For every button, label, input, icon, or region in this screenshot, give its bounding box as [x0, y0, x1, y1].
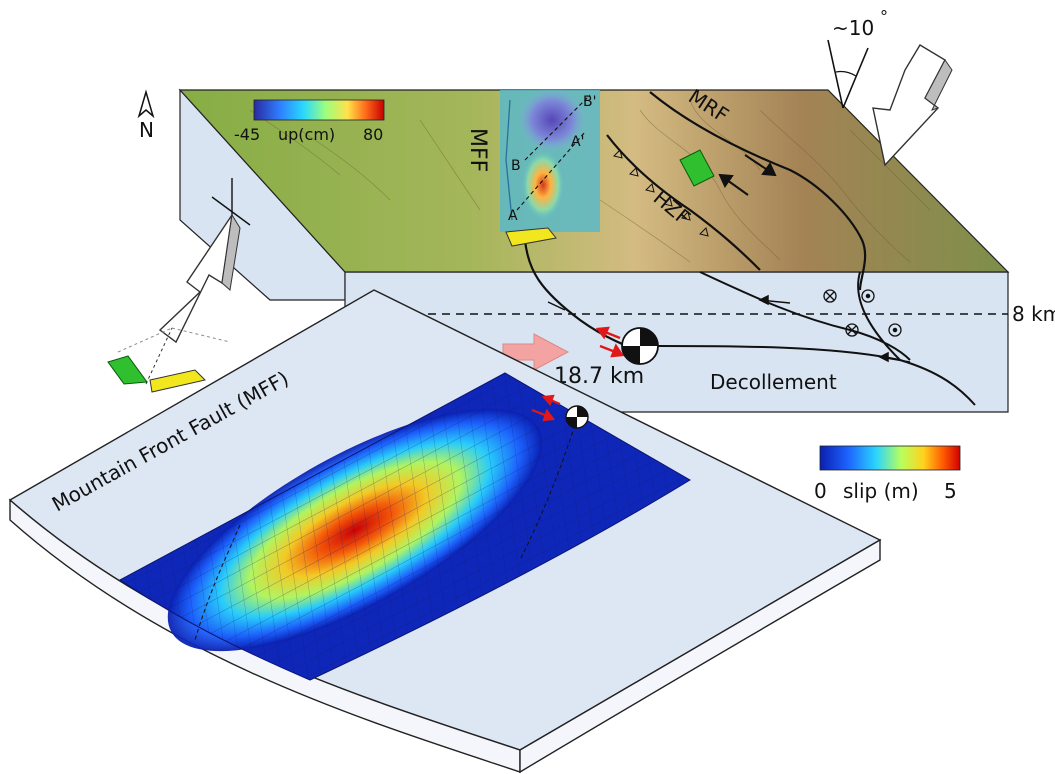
strike-slip-arrows [718, 154, 777, 196]
insar-uplift [521, 149, 565, 221]
slip-patch-outline [119, 372, 691, 681]
yellow-arrow-top [505, 227, 557, 247]
convergence-arrow-east-shadow [924, 59, 953, 111]
fault-plane: Mountain Front Fault (MFF) [8, 289, 882, 774]
green-vector-arrow [107, 355, 148, 385]
angle-label: ~10 [832, 16, 874, 40]
mrf-trace [649, 91, 867, 291]
ramp-trace [699, 271, 911, 361]
profile-b-label: B [511, 158, 521, 174]
profile-a-prime-label: A' [571, 134, 584, 150]
angle-degree-mark: ° [880, 7, 888, 26]
slip-grid [120, 373, 690, 680]
slip-colorbar-min: 0 [814, 479, 827, 503]
section-motion-arrows [547, 294, 911, 363]
insar-fault-trace [505, 99, 513, 221]
out-of-plane-symbols [823, 289, 902, 337]
uplift-colorbar-max: 80 [363, 125, 383, 144]
into-page-symbol-1 [823, 289, 837, 303]
convergence-arrow-west [107, 178, 251, 393]
decollement-label: Decollement [710, 370, 837, 394]
slip-colorbar-ramp [819, 445, 961, 471]
hzf-trace [606, 134, 761, 271]
hypocenter-depth-label: 18.7 km [554, 364, 644, 389]
uplift-colorbar-min: -45 [234, 125, 260, 144]
slip-colorbar: 0 slip (m) 5 [814, 445, 961, 503]
north-arrow: N [137, 89, 155, 142]
slip-colorbar-max: 5 [944, 479, 957, 503]
hypocenter-beachball [621, 327, 659, 365]
uplift-colorbar-unit: up(cm) [278, 125, 335, 144]
profile-b-line [524, 94, 591, 161]
uplift-colorbar: -45 up(cm) 80 [234, 99, 385, 144]
plane-slip-arrows [531, 394, 561, 422]
fault-trace-on-plane [519, 424, 576, 561]
angle-indicator: ~10 ° [827, 7, 888, 109]
decollement-trace [639, 344, 976, 406]
profile-a-line [516, 131, 586, 211]
into-page-symbol-2 [845, 323, 859, 337]
green-arrow-top [679, 149, 715, 187]
yellow-vector-arrow [149, 369, 206, 393]
out-of-page-symbol-2 [888, 323, 902, 337]
slip-colorbar-unit: slip (m) [843, 479, 919, 503]
section-faults [639, 271, 976, 406]
plane-beachball [565, 405, 589, 429]
uplift-colorbar-ramp [253, 99, 385, 121]
profile-a-label: A [508, 208, 518, 224]
mff-label: MFF [465, 128, 490, 172]
insar-subsidence [518, 88, 586, 152]
thrust-teeth [613, 149, 709, 237]
mrf-section [857, 271, 901, 361]
red-slip-arrows [595, 326, 625, 358]
north-arrow-icon [137, 89, 155, 119]
insar-overlay: A A' B B' [500, 88, 600, 232]
north-label: N [139, 118, 154, 142]
profile-b-prime-label: B' [583, 94, 596, 110]
out-of-page-symbol-1 [861, 289, 875, 303]
depth-8km-label: 8 km [1012, 302, 1055, 326]
